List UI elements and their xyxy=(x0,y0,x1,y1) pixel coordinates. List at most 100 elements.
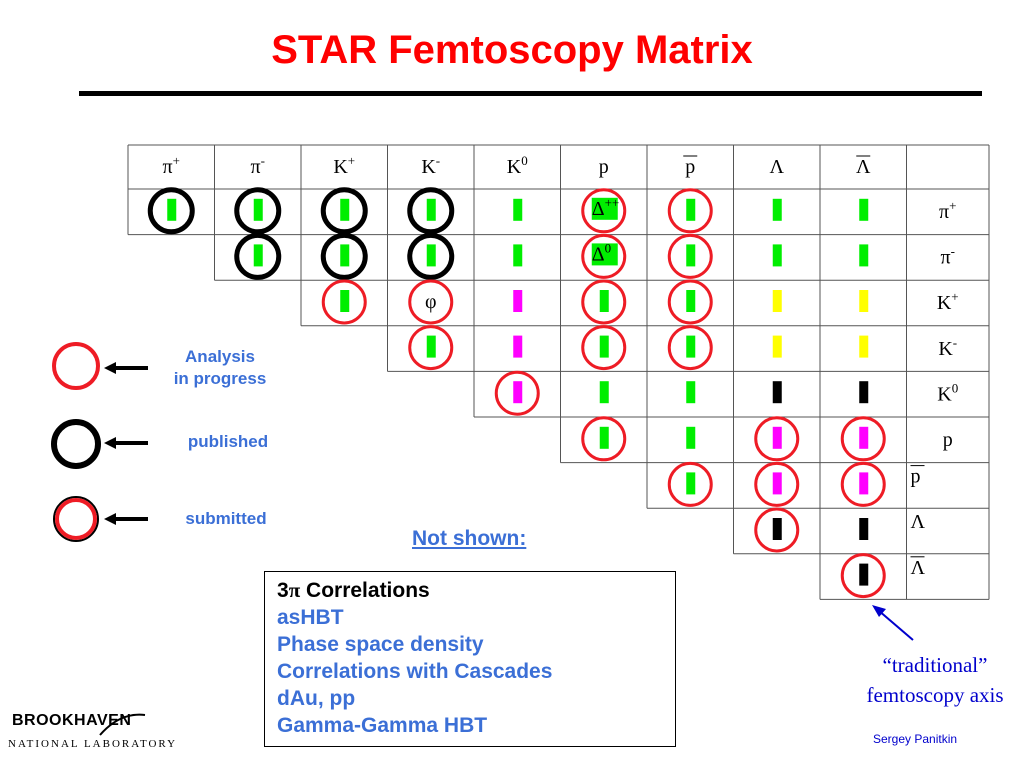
brookhaven-logo: BROOKHAVEN NATIONAL LABORATORY xyxy=(8,712,175,762)
legend-label-published: published xyxy=(187,432,269,451)
bar-mark-green xyxy=(340,198,350,221)
legend-submitted-inner xyxy=(55,498,97,540)
logo-swoosh xyxy=(99,713,146,736)
column-header-1: π- xyxy=(251,153,265,178)
delta-resonance-mark: Δ0 xyxy=(592,240,611,265)
bar-mark-green xyxy=(686,381,696,404)
row-header-0: π+ xyxy=(939,198,956,223)
page-title: STAR Femtoscopy Matrix xyxy=(271,28,753,72)
bar-mark-green xyxy=(340,244,350,267)
analysis-circle xyxy=(581,416,627,462)
delta-mark-bg xyxy=(591,197,618,220)
annotation-arrow-head xyxy=(872,605,886,617)
logo-sub-text: NATIONAL LABORATORY xyxy=(8,738,178,750)
not-shown-heading: Not shown: xyxy=(412,527,527,550)
bar-mark-yellow xyxy=(772,335,782,358)
logo-main-text: BROOKHAVEN xyxy=(12,712,132,729)
analysis-circle xyxy=(754,416,800,462)
bar-mark-green xyxy=(859,198,869,221)
column-header-4: K0 xyxy=(507,153,528,178)
analysis-circle xyxy=(408,325,454,371)
column-header-6: p xyxy=(685,156,695,178)
published-circle xyxy=(147,187,195,235)
bar-mark-green xyxy=(859,244,869,267)
bar-mark-black xyxy=(772,381,782,404)
bar-mark-green xyxy=(599,335,609,358)
legend-analysis-circle xyxy=(52,342,100,390)
analysis-circle xyxy=(754,507,800,553)
legend-analysis-arrow-head xyxy=(104,362,116,374)
bar-mark-green xyxy=(253,198,263,221)
bar-mark-magenta xyxy=(513,381,523,404)
bar-mark-magenta xyxy=(859,472,869,495)
legend-label-analysis-line1: Analysis xyxy=(185,347,255,366)
row-header-5: p xyxy=(943,429,953,451)
not-shown-item: Phase space density xyxy=(277,633,484,656)
analysis-circle xyxy=(581,325,627,371)
annotation-line2: femtoscopy axis xyxy=(866,683,1004,707)
column-header-5: p xyxy=(599,156,609,178)
bar-mark-black xyxy=(859,518,869,540)
traditional-axis-annotation: “traditional” femtoscopy axis xyxy=(840,650,1024,710)
analysis-circle xyxy=(840,461,886,507)
bar-mark-green xyxy=(686,335,696,358)
legend-label-analysis-line2: in progress xyxy=(173,369,267,388)
bar-mark-green xyxy=(772,198,782,221)
correlations-text: Correlations xyxy=(300,579,430,602)
published-circle xyxy=(407,187,455,235)
bar-mark-yellow xyxy=(859,335,869,358)
row-header-3: K- xyxy=(938,335,957,360)
row-header-7: Λ xyxy=(911,511,926,533)
legend-submitted-arrow-head xyxy=(104,513,116,525)
delta-resonance-mark: Δ++ xyxy=(592,195,620,220)
published-circle xyxy=(320,187,368,235)
column-header-2: K+ xyxy=(333,153,355,178)
bar-mark-green xyxy=(686,198,696,221)
bar-mark-green xyxy=(426,198,436,221)
published-circle xyxy=(320,232,368,280)
published-circle xyxy=(234,187,282,235)
analysis-circle xyxy=(667,233,713,279)
bar-mark-green xyxy=(426,335,436,358)
analysis-circle xyxy=(581,188,627,234)
analysis-circle xyxy=(754,461,800,507)
not-shown-item: asHBT xyxy=(277,606,344,629)
column-header-8: Λ xyxy=(856,156,871,178)
bar-mark-green xyxy=(253,244,263,267)
analysis-circle xyxy=(667,461,713,507)
bar-mark-green xyxy=(167,198,177,221)
analysis-circle xyxy=(840,553,886,599)
published-circle xyxy=(234,232,282,280)
author-name: Sergey Panitkin xyxy=(873,732,958,746)
analysis-circle xyxy=(581,279,627,325)
bar-mark-yellow xyxy=(859,290,869,312)
bar-mark-green xyxy=(686,426,696,449)
bar-mark-green xyxy=(340,290,350,312)
analysis-circle xyxy=(321,279,367,325)
bar-mark-green xyxy=(599,290,609,312)
not-shown-item-3pi: 3π Correlations xyxy=(277,577,675,604)
column-header-3: K- xyxy=(421,153,440,178)
column-header-7: Λ xyxy=(769,156,784,178)
bar-mark-magenta xyxy=(772,472,782,495)
annotation-arrow-shaft xyxy=(877,609,914,641)
analysis-circle xyxy=(840,416,886,462)
bar-mark-green xyxy=(426,244,436,267)
row-header-2: K+ xyxy=(937,289,959,314)
phi-meson-mark: φ xyxy=(425,291,437,313)
row-header-6: p xyxy=(911,466,921,488)
analysis-circle xyxy=(667,279,713,325)
legend-published-arrow-head xyxy=(104,437,116,449)
legend-submitted-outer xyxy=(53,496,99,542)
row-header-1: π- xyxy=(941,244,955,269)
bar-mark-green xyxy=(686,290,696,312)
bar-mark-green xyxy=(772,244,782,267)
analysis-circle xyxy=(408,279,454,325)
bar-mark-magenta xyxy=(859,426,869,449)
not-shown-item: Correlations with Cascades xyxy=(277,660,553,683)
legend-published-circle xyxy=(51,419,101,469)
title-underline xyxy=(79,91,982,96)
bar-mark-black xyxy=(859,381,869,404)
bar-mark-green xyxy=(686,472,696,495)
published-circle xyxy=(407,232,455,280)
